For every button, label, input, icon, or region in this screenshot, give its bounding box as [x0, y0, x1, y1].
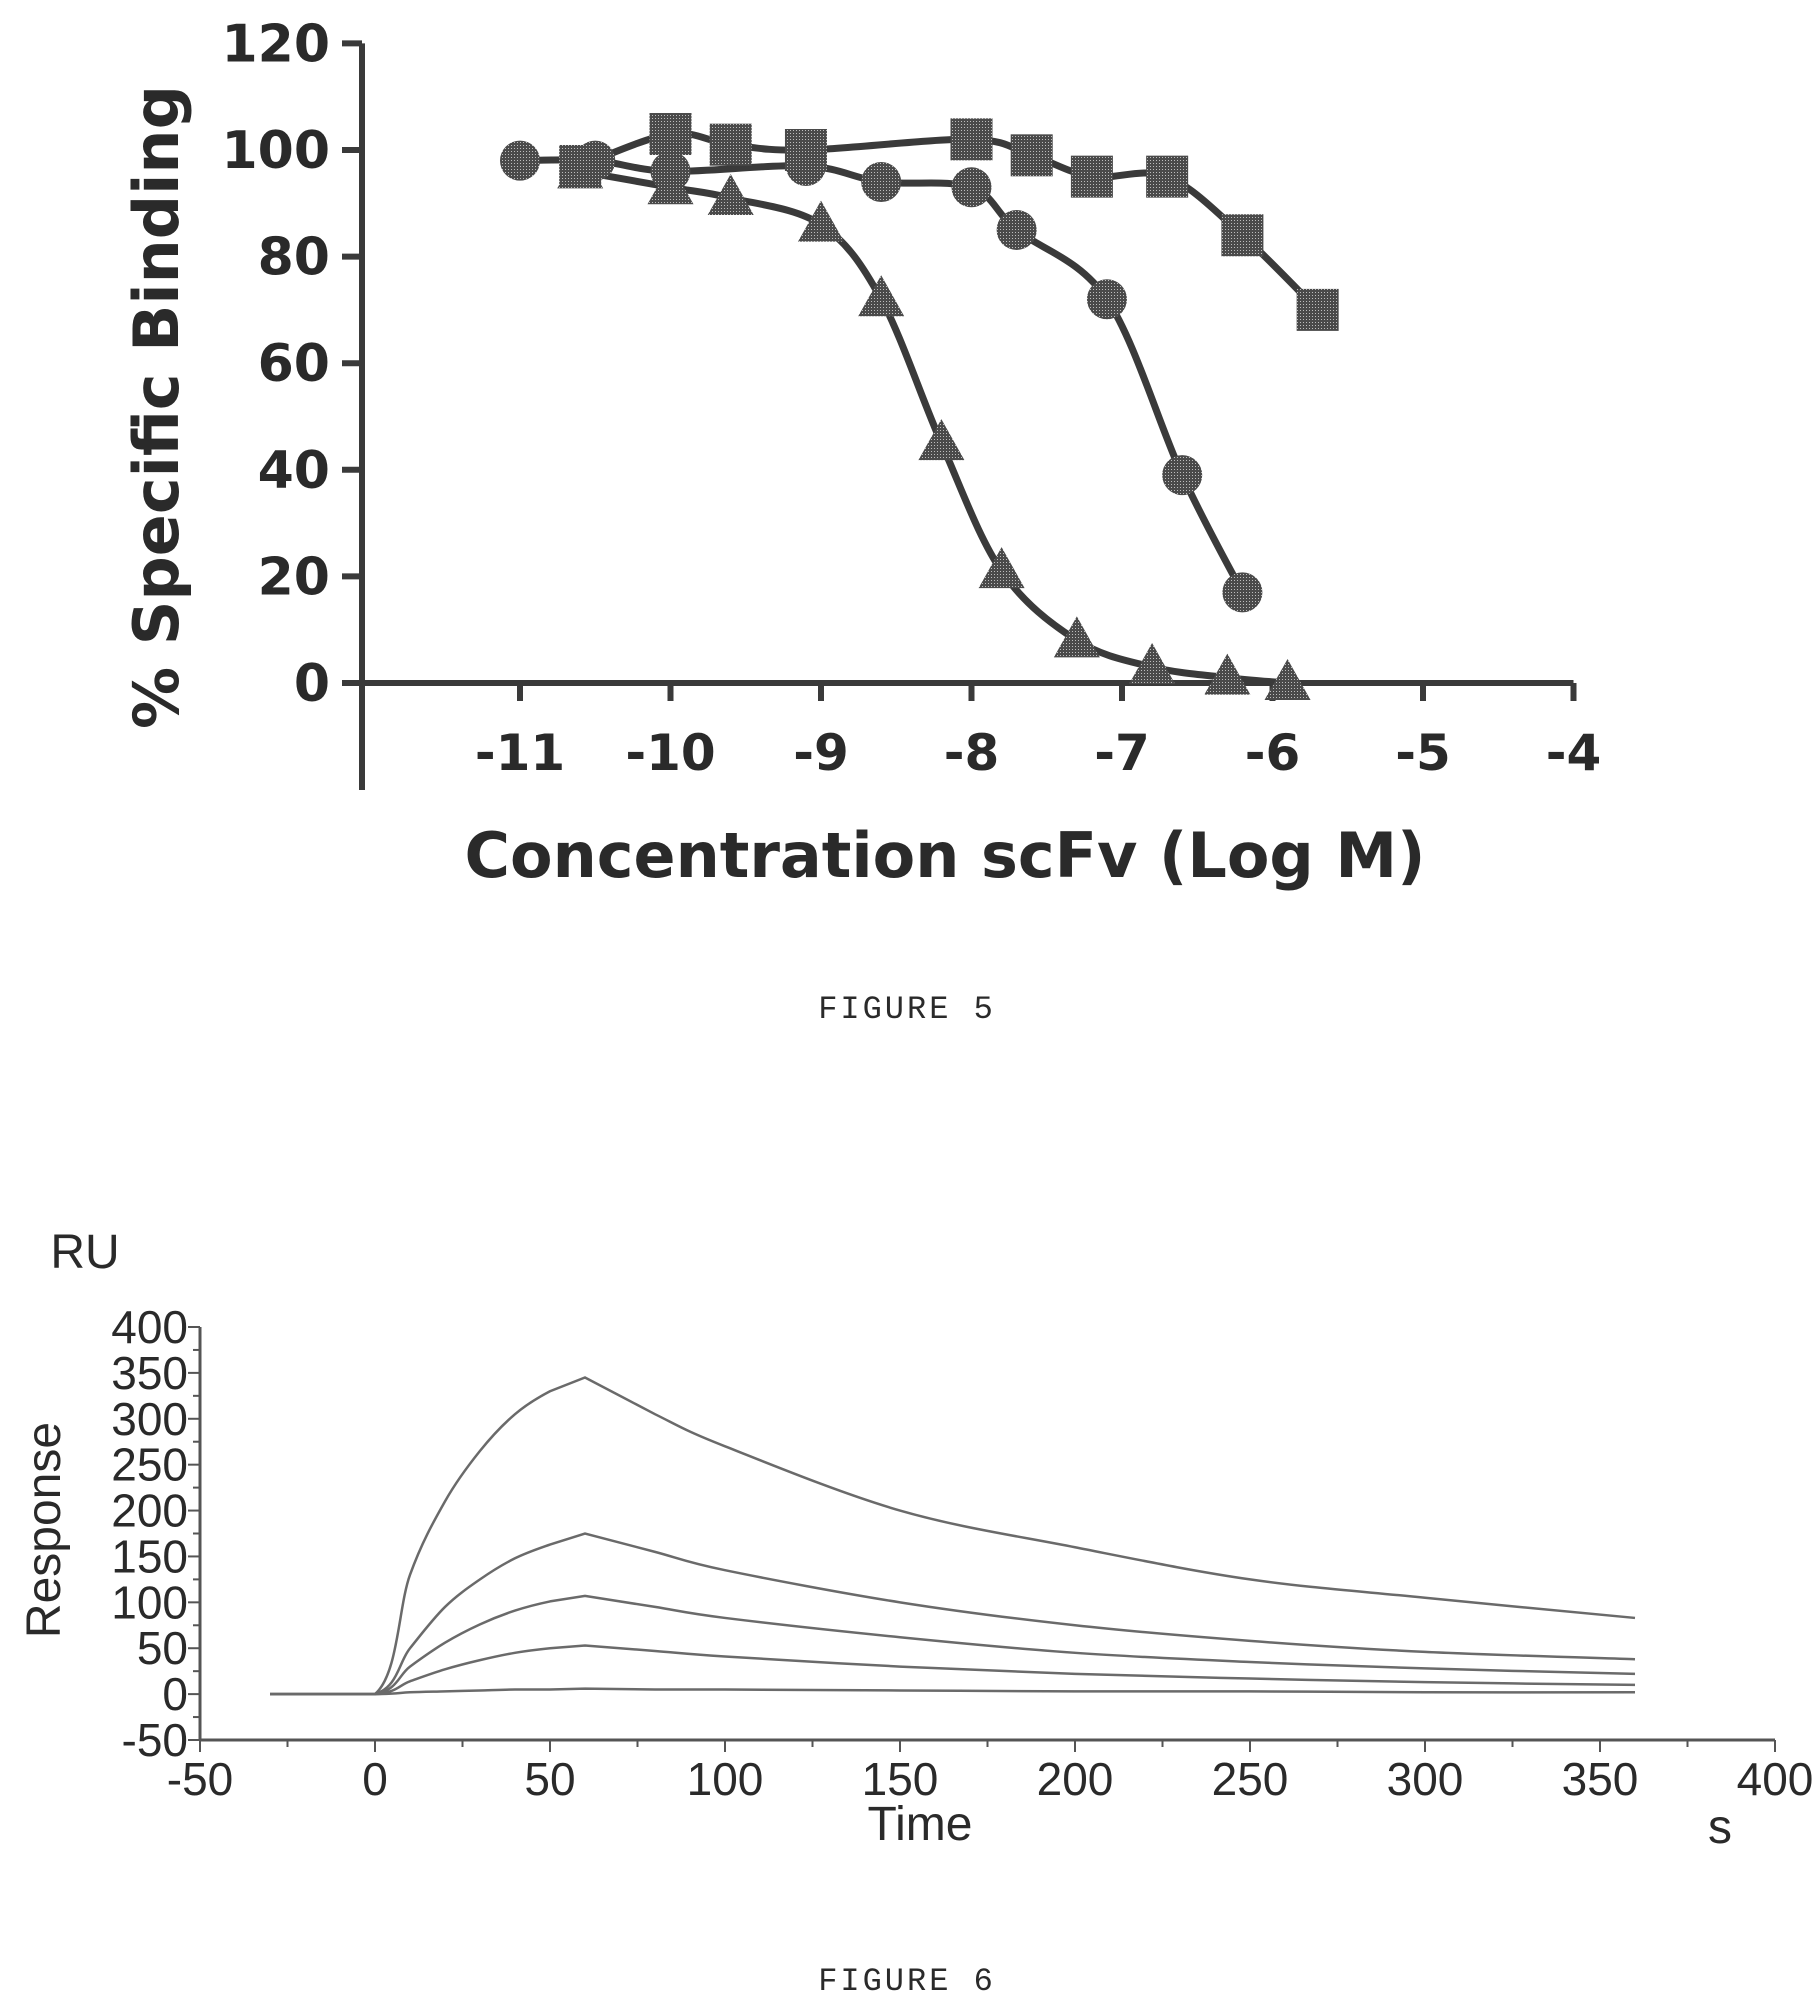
response-curve-2	[270, 1532, 1636, 1696]
x-tick-label: 50	[524, 1753, 575, 1805]
x-tick-label: 100	[687, 1753, 764, 1805]
response-curve-4	[270, 1644, 1636, 1696]
x-tick-label: -7	[1094, 724, 1150, 782]
figure-caption: FIGURE 6	[818, 1963, 996, 2000]
y-tick-label: 40	[258, 441, 330, 501]
y-tick-label: 250	[111, 1439, 188, 1491]
circle-marker	[785, 145, 826, 186]
circle-marker	[1162, 455, 1203, 496]
axes	[342, 40, 1577, 790]
triangle-marker	[647, 163, 694, 205]
triangle-marker	[707, 173, 754, 215]
y-tick-label: -50	[122, 1714, 188, 1766]
x-tick-label: -6	[1245, 724, 1301, 782]
triangle-marker	[1264, 659, 1311, 700]
square-marker	[1296, 288, 1339, 331]
response-curves	[270, 1376, 1636, 1696]
response-curve-5	[270, 1687, 1636, 1696]
y-tick-label: 400	[111, 1301, 188, 1353]
x-tick-label: 350	[1562, 1753, 1639, 1805]
circle-marker	[861, 161, 902, 202]
y-axis-label: % Specific Binding	[120, 85, 193, 729]
square-marker	[709, 123, 752, 166]
x-tick-label: 0	[362, 1753, 388, 1805]
y-tick-label: 20	[258, 547, 330, 607]
triangle-marker	[858, 275, 905, 317]
x-tick-label: -9	[793, 724, 849, 782]
x-tick-label: 300	[1387, 1753, 1464, 1805]
y-axis-label: Response	[18, 1422, 71, 1638]
square-marker	[950, 118, 993, 161]
triangle-marker	[798, 200, 844, 242]
y-tick-label: 200	[111, 1485, 188, 1537]
circle-marker	[1086, 279, 1127, 320]
x-tick-label: -5	[1395, 724, 1451, 782]
x-tick-label: 200	[1037, 1753, 1114, 1805]
y-unit-label: RU	[50, 1226, 119, 1279]
triangle-marker	[918, 419, 965, 461]
x-tick-label: -8	[944, 724, 1000, 782]
x-axis-label: Concentration scFv (Log M)	[465, 819, 1426, 892]
response-curve-1	[270, 1376, 1636, 1696]
y-tick-labels: 0 20 40 60 80 100 120	[221, 14, 330, 714]
triangle-marker	[557, 147, 604, 189]
square-marker	[1146, 155, 1189, 198]
square-marker	[649, 113, 692, 156]
y-tick-label: 300	[111, 1393, 188, 1445]
figure-5-binding-chart: -11 -10 -9 -8 -7 -6 -5 -4 0 20 40 60 80 100 120 Conce…	[120, 14, 1601, 1028]
x-tick-label: -10	[625, 724, 715, 782]
circle-marker	[951, 167, 992, 208]
triangle-marker	[978, 547, 1025, 589]
data-markers	[500, 113, 1339, 700]
y-tick-label: 60	[258, 334, 330, 394]
x-tick-label: -50	[167, 1753, 233, 1805]
triangle-marker	[1204, 653, 1251, 695]
x-tick-label: 400	[1737, 1753, 1814, 1805]
fit-curve-circle	[519, 156, 1246, 594]
y-tick-label: 150	[111, 1530, 188, 1582]
square-marker	[1010, 134, 1053, 177]
x-axis-label: Time	[868, 1798, 973, 1851]
response-curve-3	[270, 1594, 1636, 1696]
y-tick-label: 100	[221, 121, 330, 181]
y-tick-label: 0	[294, 654, 330, 714]
axes	[188, 1326, 1776, 1752]
y-tick-label: 100	[111, 1576, 188, 1628]
x-tick-label: 150	[862, 1753, 939, 1805]
circle-marker	[500, 140, 540, 181]
triangle-marker	[1053, 616, 1100, 658]
x-tick-labels: -50 0 50 100 150 200 250 300 350 400	[167, 1753, 1814, 1805]
x-tick-label: -11	[475, 724, 565, 782]
square-marker	[1070, 155, 1113, 198]
triangle-marker	[1129, 643, 1176, 685]
figure-caption: FIGURE 5	[818, 991, 996, 1028]
y-tick-label: 80	[258, 228, 330, 288]
y-tick-label: 120	[221, 14, 330, 74]
y-tick-label: 0	[162, 1668, 188, 1720]
x-tick-label: -4	[1546, 724, 1602, 782]
fit-curve-square	[579, 129, 1321, 313]
fitted-curves	[519, 129, 1321, 687]
x-tick-label: 250	[1212, 1753, 1289, 1805]
figure-6-sensorgram-chart: -50 0 50 100 150 200 250 300 350 400 -50050100150…	[18, 1226, 1813, 2000]
circle-marker	[1222, 572, 1263, 613]
x-unit-label: s	[1708, 1801, 1732, 1854]
x-tick-labels: -11 -10 -9 -8 -7 -6 -5 -4	[475, 724, 1601, 782]
circle-marker	[996, 209, 1037, 250]
square-marker	[1221, 214, 1264, 257]
fit-curve-triangle	[579, 167, 1288, 687]
y-tick-label: 50	[137, 1622, 188, 1674]
y-tick-label: 350	[111, 1347, 188, 1399]
